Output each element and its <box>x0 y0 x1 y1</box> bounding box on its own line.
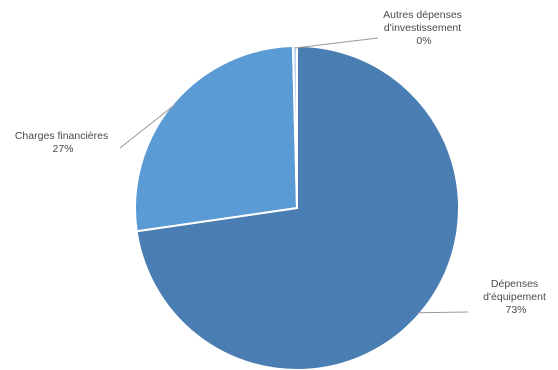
leader-lines <box>119 37 469 314</box>
slice-label-charges-financieres: Charges financières 27% <box>15 130 111 155</box>
slice-label-autres-depenses: Autres dépenses d'investissement 0% <box>383 9 465 47</box>
leader-autres-depenses <box>294 37 379 49</box>
slice-label-depenses-equipement: Dépenses d'équipement 73% <box>483 278 549 316</box>
leader-depenses-equipement <box>417 311 469 314</box>
slice-charges-financieres <box>134 45 299 233</box>
pie-slices <box>134 44 460 370</box>
slice-autres-depenses <box>291 44 298 209</box>
leader-charges-financieres <box>119 104 176 149</box>
